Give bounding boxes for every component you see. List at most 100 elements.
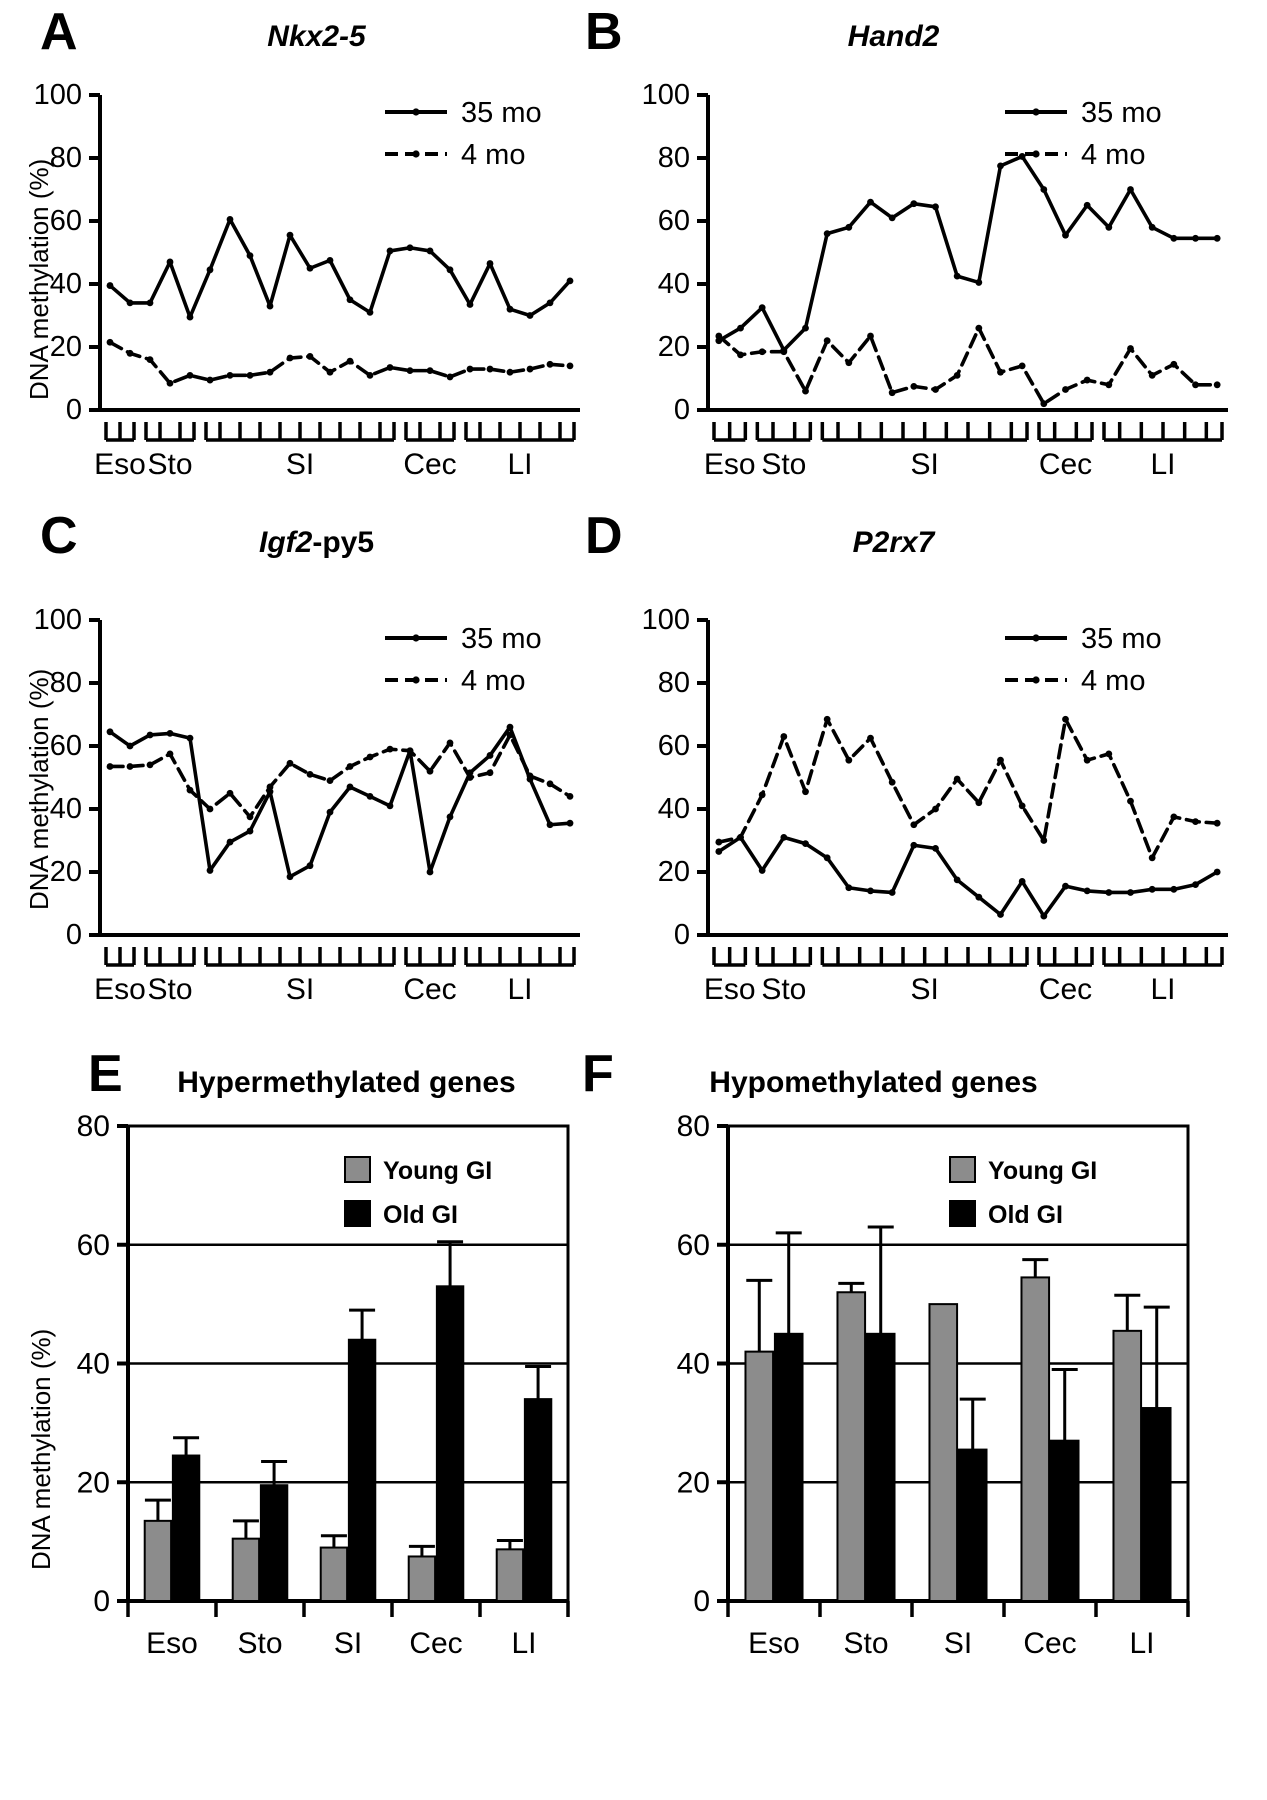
y-tick-label: 0 bbox=[66, 394, 82, 426]
data-point bbox=[975, 893, 983, 901]
data-point bbox=[226, 838, 234, 846]
data-point bbox=[166, 730, 174, 737]
data-point bbox=[910, 821, 918, 829]
data-point bbox=[758, 304, 766, 312]
data-point bbox=[566, 277, 574, 285]
data-point bbox=[206, 266, 214, 274]
panel-e: E Hypermethylated genes DNA methylation … bbox=[0, 1030, 633, 1800]
data-point bbox=[1127, 889, 1134, 896]
data-point bbox=[186, 313, 194, 321]
data-point bbox=[246, 813, 254, 821]
data-point bbox=[286, 231, 294, 239]
legend: 35 mo 4 mo bbox=[1005, 97, 1162, 171]
legend-label: 4 mo bbox=[1081, 139, 1145, 171]
data-point bbox=[823, 230, 831, 238]
y-tick-label: 80 bbox=[658, 142, 690, 174]
legend-marker bbox=[1032, 108, 1040, 116]
data-point bbox=[126, 349, 134, 357]
data-point bbox=[1105, 750, 1113, 758]
data-point bbox=[186, 786, 194, 794]
data-point bbox=[1062, 386, 1069, 393]
y-tick-label: 100 bbox=[642, 79, 690, 111]
bar-cec-young-gi bbox=[407, 1555, 437, 1602]
data-point bbox=[166, 379, 174, 387]
x-group-label-cec: Cec bbox=[403, 973, 456, 1006]
panel-c-title-gene: Igf2 bbox=[258, 526, 313, 559]
data-point bbox=[466, 301, 474, 308]
data-point bbox=[406, 244, 414, 252]
data-point bbox=[715, 848, 723, 855]
data-point bbox=[1127, 186, 1134, 193]
data-point bbox=[975, 279, 983, 286]
data-point bbox=[326, 256, 334, 264]
legend-label: 4 mo bbox=[461, 665, 525, 697]
data-point bbox=[1213, 234, 1221, 242]
data-point bbox=[566, 362, 574, 370]
data-point bbox=[106, 338, 114, 346]
x-group-label-eso: Eso bbox=[94, 448, 146, 481]
panel-c: C Igf2-py5 DNA methylation (%) 0 20 40 60 80… bbox=[0, 500, 633, 1080]
y-tick-label: 40 bbox=[658, 268, 690, 300]
data-point bbox=[406, 367, 414, 375]
series-line-35-mo bbox=[717, 154, 1219, 352]
data-point bbox=[286, 873, 294, 881]
data-point bbox=[1105, 223, 1113, 231]
legend-label: 4 mo bbox=[461, 139, 525, 171]
bar-li-young-gi bbox=[495, 1548, 525, 1602]
x-group-label-sto: Sto bbox=[761, 973, 806, 1006]
y-tick-label: 20 bbox=[658, 856, 690, 888]
data-point bbox=[1148, 854, 1156, 862]
legend-label: 35 mo bbox=[461, 97, 542, 129]
data-point bbox=[1192, 818, 1199, 825]
y-tick-label: 20 bbox=[50, 331, 82, 363]
data-point bbox=[546, 821, 554, 829]
x-cat-label-cec: Cec bbox=[1023, 1627, 1076, 1660]
data-point bbox=[146, 356, 154, 363]
panel-b-title: Hand2 bbox=[847, 20, 940, 53]
panel-d-title: P2rx7 bbox=[852, 526, 935, 559]
legend-label: 4 mo bbox=[1081, 665, 1145, 697]
x-cat-label-sto: Sto bbox=[843, 1627, 888, 1660]
data-point bbox=[867, 198, 874, 206]
data-point bbox=[1105, 381, 1113, 389]
data-point bbox=[526, 772, 534, 780]
data-point bbox=[932, 805, 939, 813]
panel-c-plot: 0 20 40 60 80 100 Eso Sto SI Cec LI 35 mo 4 mo bbox=[34, 604, 580, 1006]
legend-marker bbox=[1032, 150, 1040, 158]
data-point bbox=[226, 789, 234, 797]
panel-b-letter: B bbox=[585, 3, 623, 61]
x-cat-label-cec: Cec bbox=[409, 1627, 462, 1660]
y-tick-label: 80 bbox=[50, 142, 82, 174]
data-point bbox=[867, 887, 874, 895]
data-point bbox=[486, 752, 494, 759]
y-tick-label: 80 bbox=[677, 1110, 710, 1143]
bar-si-young-gi bbox=[319, 1546, 349, 1602]
x-cat-label-eso: Eso bbox=[146, 1627, 198, 1660]
data-point bbox=[206, 376, 214, 384]
data-point bbox=[306, 862, 314, 870]
data-point bbox=[446, 373, 454, 381]
bar-sto-old-gi bbox=[865, 1332, 896, 1602]
y-tick-label: 0 bbox=[93, 1585, 110, 1618]
data-point bbox=[845, 884, 853, 892]
bar-si-old-gi bbox=[347, 1338, 377, 1602]
data-point bbox=[1127, 345, 1134, 352]
y-tick-label: 0 bbox=[693, 1585, 710, 1618]
legend-marker bbox=[412, 150, 420, 158]
legend-label: Young GI bbox=[988, 1157, 1097, 1185]
data-point bbox=[1192, 381, 1199, 389]
data-point bbox=[506, 723, 514, 731]
data-point bbox=[1018, 802, 1026, 810]
series-line-35-mo bbox=[108, 725, 572, 879]
legend: 35 mo 4 mo bbox=[385, 97, 542, 171]
x-cat-label-li: LI bbox=[1129, 1627, 1154, 1660]
data-point bbox=[466, 774, 474, 781]
data-point bbox=[1170, 813, 1178, 821]
data-point bbox=[206, 867, 214, 874]
data-point bbox=[888, 214, 896, 222]
y-tick-label: 80 bbox=[77, 1110, 110, 1143]
data-point bbox=[486, 260, 494, 267]
series-line-4-mo bbox=[717, 717, 1219, 860]
y-tick-label: 40 bbox=[50, 268, 82, 300]
